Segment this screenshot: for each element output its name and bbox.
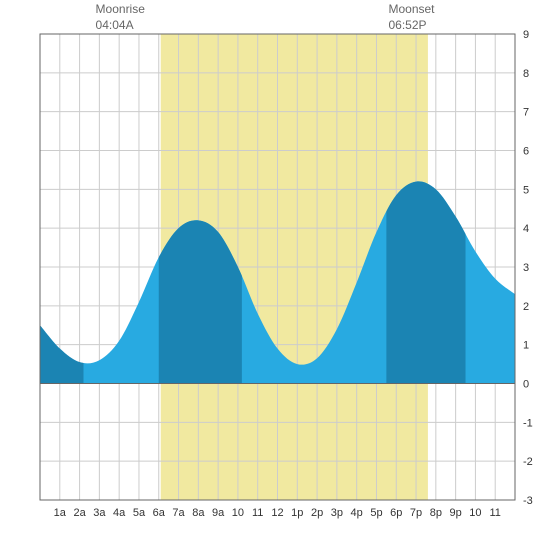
svg-text:10: 10 (469, 507, 481, 519)
svg-text:1: 1 (523, 340, 529, 352)
svg-text:4a: 4a (113, 507, 126, 519)
svg-text:9: 9 (523, 29, 529, 41)
svg-text:9a: 9a (212, 507, 225, 519)
svg-text:8p: 8p (430, 507, 442, 519)
svg-text:5a: 5a (133, 507, 146, 519)
svg-text:8a: 8a (192, 507, 205, 519)
svg-text:6p: 6p (390, 507, 402, 519)
svg-text:1p: 1p (291, 507, 303, 519)
svg-text:-2: -2 (523, 456, 533, 468)
svg-text:8: 8 (523, 68, 529, 80)
svg-text:3: 3 (523, 262, 529, 274)
svg-text:7p: 7p (410, 507, 422, 519)
moonset-annotation: Moonset 06:52P (388, 2, 434, 33)
svg-text:6: 6 (523, 146, 529, 158)
svg-text:2p: 2p (311, 507, 323, 519)
moonrise-time: 04:04A (96, 18, 145, 34)
svg-text:11: 11 (252, 507, 263, 519)
svg-text:-1: -1 (523, 417, 533, 429)
moonset-label: Moonset (388, 2, 434, 18)
tide-chart: -3-2-101234567891a2a3a4a5a6a7a8a9a101112… (0, 0, 550, 550)
svg-text:2a: 2a (73, 507, 86, 519)
chart-svg: -3-2-101234567891a2a3a4a5a6a7a8a9a101112… (0, 0, 550, 550)
moonrise-annotation: Moonrise 04:04A (96, 2, 145, 33)
svg-text:0: 0 (523, 379, 529, 391)
svg-text:12: 12 (271, 507, 283, 519)
svg-text:10: 10 (232, 507, 244, 519)
svg-text:7: 7 (523, 107, 529, 119)
moonrise-label: Moonrise (96, 2, 145, 18)
svg-text:7a: 7a (172, 507, 185, 519)
svg-text:5p: 5p (370, 507, 382, 519)
svg-text:1a: 1a (54, 507, 67, 519)
svg-text:5: 5 (523, 184, 529, 196)
svg-text:4p: 4p (351, 507, 363, 519)
svg-text:6a: 6a (153, 507, 166, 519)
svg-text:11: 11 (489, 507, 500, 519)
svg-text:-3: -3 (523, 495, 533, 507)
moonset-time: 06:52P (388, 18, 434, 34)
svg-text:2: 2 (523, 301, 529, 313)
svg-text:9p: 9p (450, 507, 462, 519)
svg-text:4: 4 (523, 223, 529, 235)
svg-text:3p: 3p (331, 507, 343, 519)
svg-text:3a: 3a (93, 507, 106, 519)
